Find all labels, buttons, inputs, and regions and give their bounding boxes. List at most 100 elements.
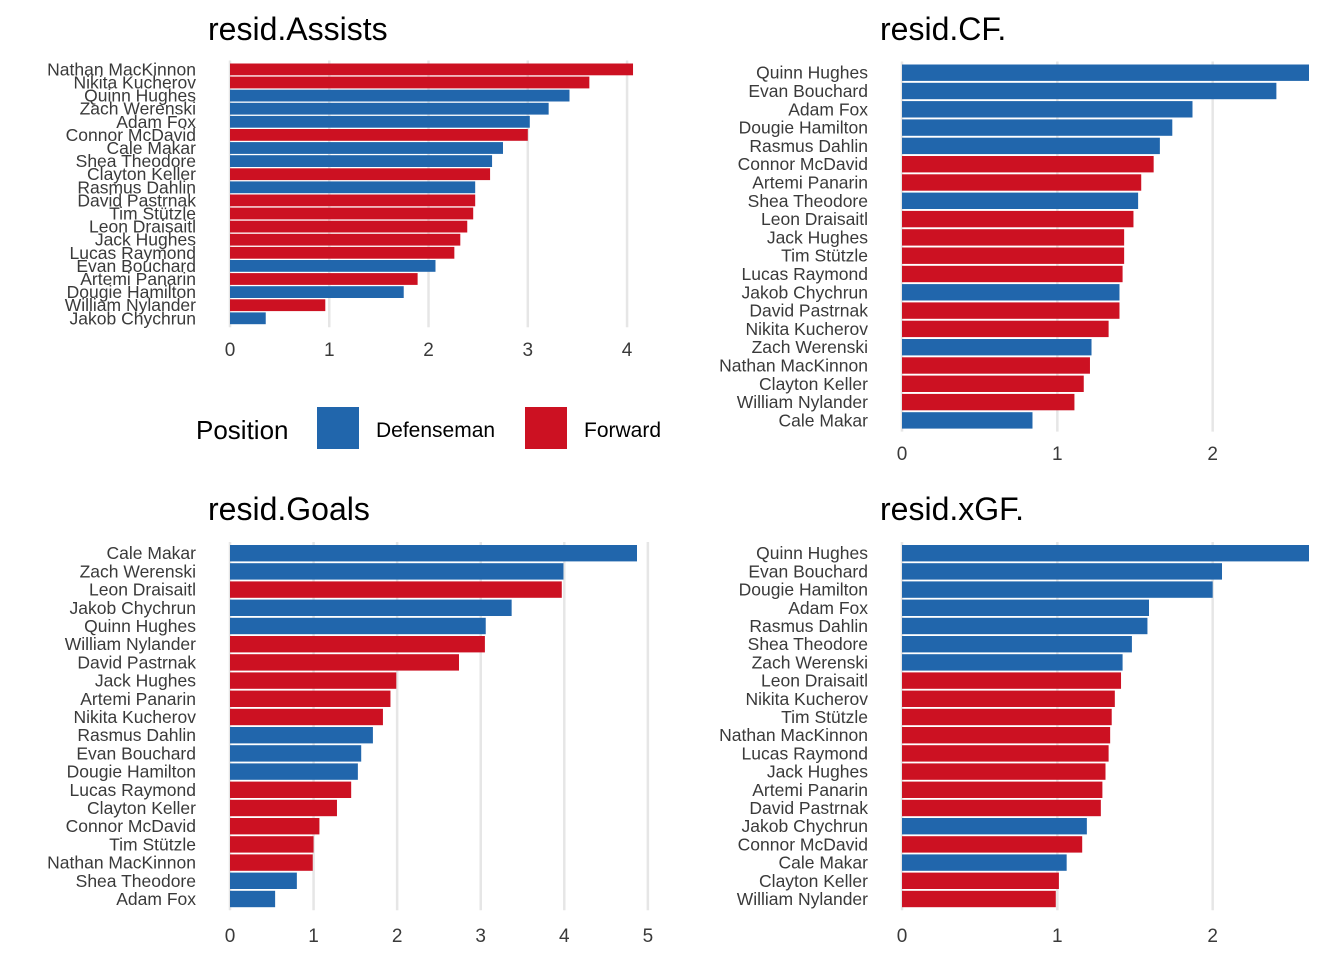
bar-shea-theodore bbox=[230, 155, 493, 167]
category-label: Connor McDavid bbox=[66, 125, 196, 145]
category-label: Dougie Hamilton bbox=[739, 118, 868, 138]
category-label: Adam Fox bbox=[788, 99, 868, 119]
bar-quinn-hughes bbox=[230, 617, 486, 635]
category-label: Leon Draisaitl bbox=[761, 671, 868, 691]
x-tick-label: 4 bbox=[622, 340, 633, 361]
bar-tim-stutzle bbox=[902, 708, 1112, 726]
bar-jack-hughes bbox=[902, 229, 1125, 246]
category-label: Cale Makar bbox=[107, 543, 197, 563]
category-label: Jack Hughes bbox=[767, 762, 868, 782]
bar-adam-fox bbox=[902, 599, 1149, 616]
legend-label-forward: Forward bbox=[584, 419, 661, 442]
category-label: Tim Stützle bbox=[109, 204, 196, 224]
bar-lucas-raymond bbox=[230, 781, 352, 798]
x-tick-label: 0 bbox=[225, 340, 236, 361]
chart-title: resid.Assists bbox=[208, 11, 388, 47]
x-tick-label: 0 bbox=[897, 926, 908, 947]
category-label: Zach Werenski bbox=[80, 99, 196, 119]
x-tick-label: 1 bbox=[324, 340, 335, 361]
bar-rasmus-dahlin bbox=[902, 137, 1160, 155]
category-label: Nathan MacKinnon bbox=[719, 725, 868, 745]
chart-title: resid.CF. bbox=[880, 11, 1006, 47]
bar-nathan-mackinnon bbox=[902, 357, 1090, 374]
x-tick-label: 3 bbox=[523, 340, 534, 361]
bar-nikita-kucherov bbox=[230, 708, 383, 726]
category-label: Artemi Panarin bbox=[752, 780, 868, 800]
bar-evan-bouchard bbox=[902, 563, 1223, 580]
bar-quinn-hughes bbox=[902, 64, 1309, 81]
category-label: David Pastrnak bbox=[749, 798, 868, 818]
category-label: Rasmus Dahlin bbox=[749, 136, 868, 156]
bar-evan-bouchard bbox=[230, 745, 362, 762]
category-label: Zach Werenski bbox=[752, 652, 868, 672]
category-label: Jack Hughes bbox=[767, 227, 868, 247]
bar-shea-theodore bbox=[902, 636, 1132, 653]
x-tick-label: 4 bbox=[559, 926, 570, 947]
category-label: William Nylander bbox=[737, 889, 868, 909]
bar-cale-makar bbox=[902, 412, 1033, 429]
category-label: Jakob Chychrun bbox=[742, 282, 868, 302]
category-label: Artemi Panarin bbox=[80, 689, 196, 709]
bar-shea-theodore bbox=[230, 872, 297, 889]
bar-adam-fox bbox=[230, 890, 276, 908]
category-label: Nathan MacKinnon bbox=[47, 59, 196, 79]
category-label: Connor McDavid bbox=[738, 834, 868, 854]
x-tick-label: 1 bbox=[308, 926, 319, 947]
category-label: Jakob Chychrun bbox=[742, 816, 868, 836]
bar-artemi-panarin bbox=[902, 781, 1103, 798]
category-label: Rasmus Dahlin bbox=[749, 616, 868, 636]
bar-jack-hughes bbox=[230, 672, 397, 689]
category-label: William Nylander bbox=[65, 295, 196, 315]
category-label: Evan Bouchard bbox=[76, 743, 196, 763]
category-label: Rasmus Dahlin bbox=[77, 725, 196, 745]
category-label: Shea Theodore bbox=[748, 634, 868, 654]
category-label: Cale Makar bbox=[779, 410, 869, 430]
bar-shea-theodore bbox=[902, 192, 1139, 209]
bar-clayton-keller bbox=[230, 799, 337, 817]
bar-rasmus-dahlin bbox=[230, 181, 476, 194]
category-label: Clayton Keller bbox=[87, 164, 196, 184]
bar-tim-stutzle bbox=[902, 247, 1125, 264]
category-label: Artemi Panarin bbox=[752, 173, 868, 193]
category-label: Artemi Panarin bbox=[80, 269, 196, 289]
category-label: Jakob Chychrun bbox=[70, 598, 196, 618]
x-tick-label: 2 bbox=[1207, 926, 1218, 947]
category-label: Nikita Kucherov bbox=[745, 319, 868, 339]
category-label: Nikita Kucherov bbox=[73, 73, 196, 93]
bar-david-pastrnak bbox=[902, 799, 1101, 817]
bar-dougie-hamilton bbox=[902, 581, 1213, 598]
category-label: Connor McDavid bbox=[66, 816, 196, 836]
bar-jack-hughes bbox=[902, 763, 1106, 780]
bar-jack-hughes bbox=[230, 233, 461, 246]
category-label: Rasmus Dahlin bbox=[77, 177, 196, 197]
bar-nathan-mackinnon bbox=[230, 63, 634, 76]
category-label: William Nylander bbox=[737, 392, 868, 412]
category-label: William Nylander bbox=[65, 634, 196, 654]
panel-resid-assists: resid.Assists 0 1 2 3 4 Nathan MacKinnonNikita… bbox=[47, 11, 634, 361]
legend-swatch-defenseman bbox=[317, 407, 359, 449]
bar-dougie-hamilton bbox=[230, 286, 404, 298]
bar-nikita-kucherov bbox=[230, 76, 590, 89]
category-label: Tim Stützle bbox=[781, 246, 868, 266]
legend-label-defenseman: Defenseman bbox=[376, 419, 495, 442]
bar-david-pastrnak bbox=[902, 302, 1120, 319]
bar-connor-mcdavid bbox=[230, 818, 320, 835]
category-label: Lucas Raymond bbox=[742, 264, 868, 284]
category-label: Clayton Keller bbox=[87, 798, 196, 818]
category-label: Leon Draisaitl bbox=[89, 580, 196, 600]
bar-connor-mcdavid bbox=[230, 129, 528, 141]
bar-cale-makar bbox=[230, 142, 503, 154]
bar-dougie-hamilton bbox=[230, 763, 358, 780]
bar-lucas-raymond bbox=[902, 745, 1109, 762]
category-label: Dougie Hamilton bbox=[67, 282, 196, 302]
category-label: Nikita Kucherov bbox=[73, 707, 196, 727]
legend: Position Defenseman Forward bbox=[196, 407, 661, 449]
bar-william-nylander bbox=[902, 393, 1075, 411]
bar-evan-bouchard bbox=[902, 82, 1277, 100]
category-label: Jack Hughes bbox=[95, 671, 196, 691]
bar-artemi-panarin bbox=[230, 273, 418, 285]
bar-rasmus-dahlin bbox=[902, 617, 1148, 635]
bar-artemi-panarin bbox=[902, 174, 1142, 191]
bar-connor-mcdavid bbox=[902, 156, 1154, 173]
bar-david-pastrnak bbox=[230, 194, 476, 207]
